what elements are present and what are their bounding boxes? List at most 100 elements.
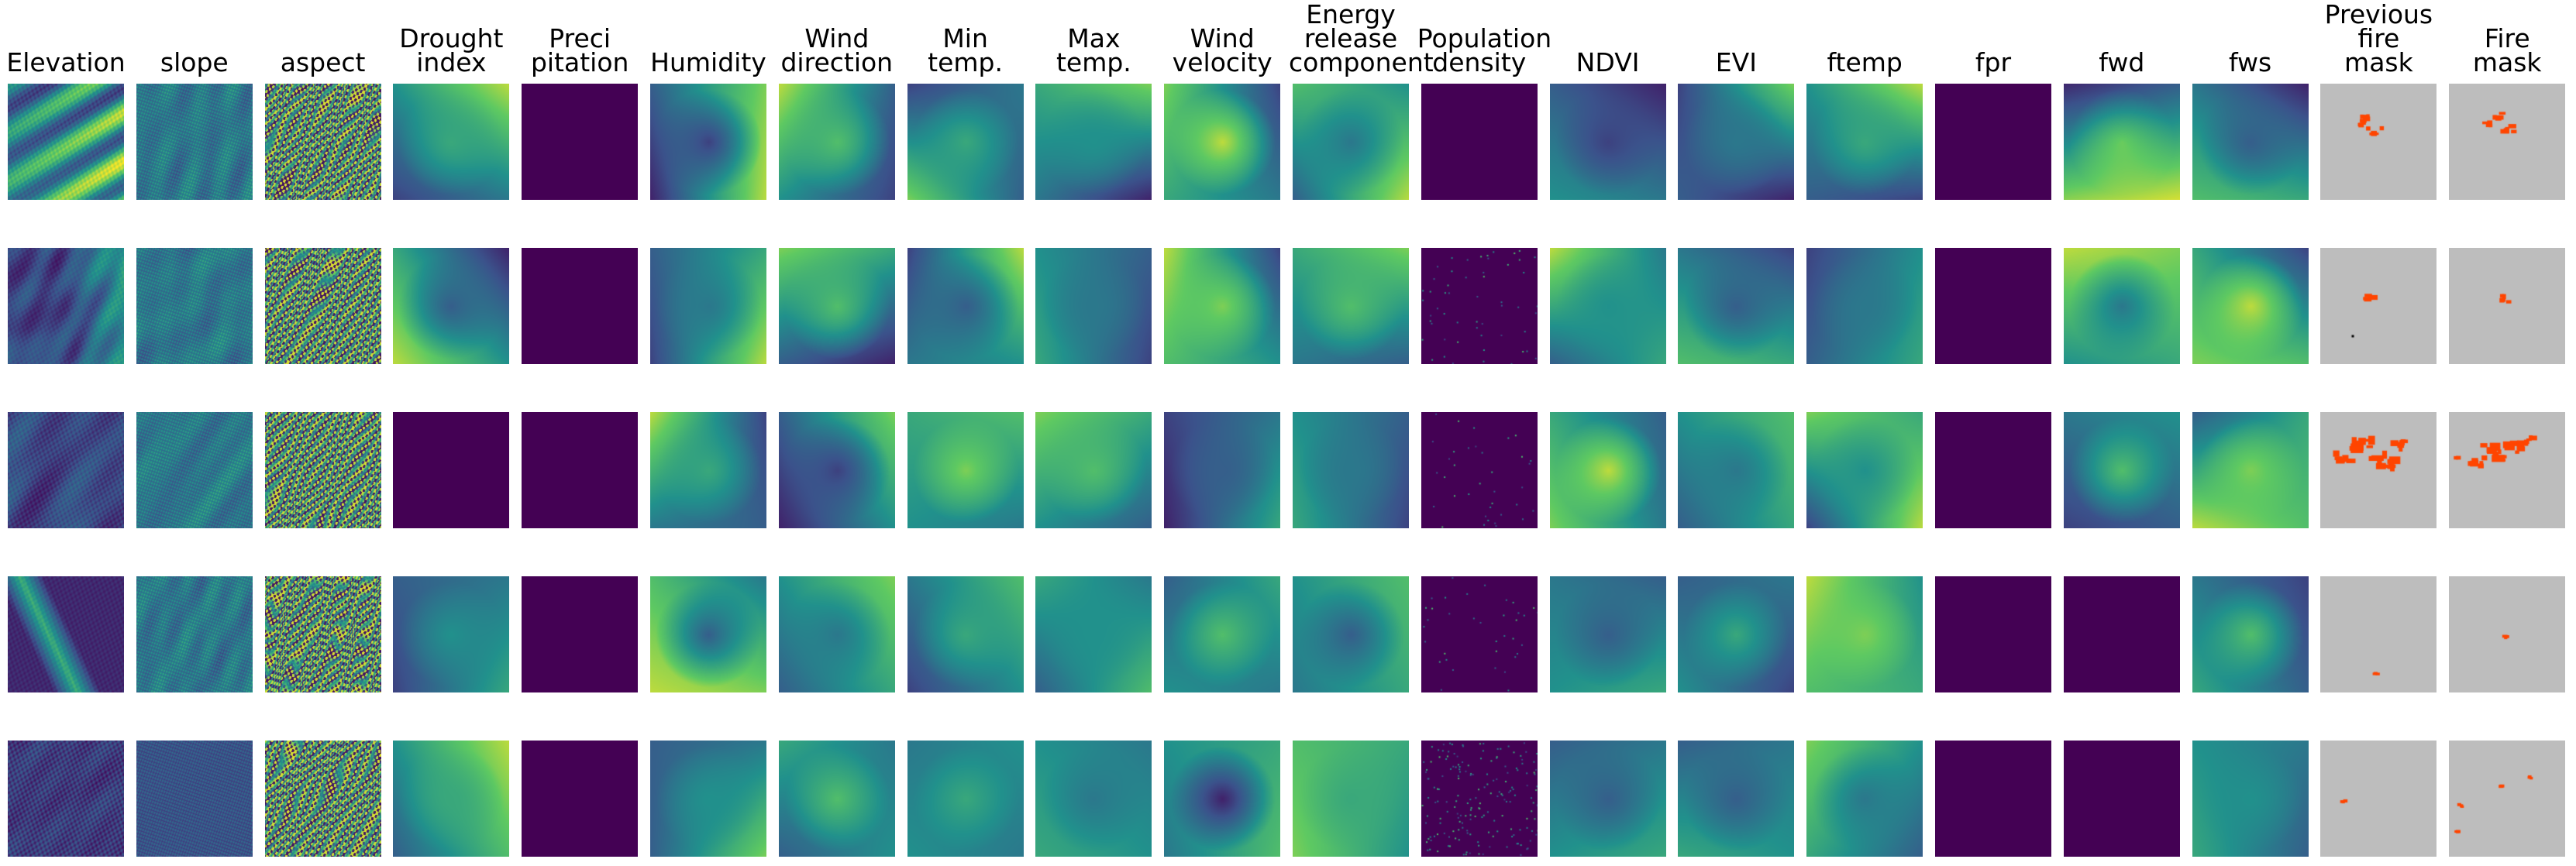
tile-popdens-row1	[1421, 84, 1538, 200]
column-title-line: Fire	[2484, 23, 2530, 53]
tile-ftemp-row1	[1806, 84, 1923, 200]
tile-slope-row1	[136, 84, 253, 200]
tile-drought-row3	[393, 412, 510, 528]
column-title-line: Drought	[399, 23, 504, 53]
tile-erc-row5	[1293, 741, 1409, 857]
column-title-line: Humidity	[650, 47, 766, 77]
column-title-line: mask	[2472, 47, 2542, 77]
column-title-line: mask	[2344, 47, 2413, 77]
tile-ndvi-row4	[1549, 576, 1666, 692]
tile-winddir-row4	[778, 576, 895, 692]
tile-precip-row1	[522, 84, 639, 200]
tile-ndvi-row3	[1549, 412, 1666, 528]
column-title-line: Min	[942, 23, 988, 53]
tile-fwd-row2	[2063, 248, 2180, 364]
tile-drought-row4	[393, 576, 510, 692]
tile-prevfire-row2	[2320, 248, 2437, 364]
tile-ftemp-row5	[1806, 741, 1923, 857]
tile-slope-row4	[136, 576, 253, 692]
column-title-elevation: Elevation	[4, 50, 128, 75]
column-title-line: NDVI	[1576, 47, 1640, 77]
column-title-precip: Preci pitation	[518, 23, 642, 75]
tile-winddir-row2	[778, 248, 895, 364]
tile-fpr-row1	[1935, 84, 2051, 200]
tile-drought-row2	[393, 248, 510, 364]
tile-precip-row4	[522, 576, 639, 692]
tile-windvel-row5	[1164, 741, 1281, 857]
column-title-winddir: Wind direction	[775, 26, 899, 77]
tile-erc-row4	[1293, 576, 1409, 692]
column-title-line: temp.	[928, 47, 1003, 77]
tile-maxtemp-row1	[1035, 84, 1152, 200]
column-title-fws: fws	[2189, 47, 2313, 77]
tile-fpr-row2	[1935, 248, 2051, 364]
column-title-line: fire	[2357, 23, 2400, 53]
tile-fwd-row5	[2063, 741, 2180, 857]
column-title-line: aspect	[280, 47, 366, 77]
tile-ftemp-row4	[1806, 576, 1923, 692]
column-title-slope: slope	[133, 47, 257, 77]
tile-ndvi-row2	[1549, 248, 1666, 364]
tile-humidity-row1	[650, 84, 766, 200]
tile-erc-row3	[1293, 412, 1409, 528]
tile-ftemp-row2	[1806, 248, 1923, 364]
column-title-ndvi: NDVI	[1546, 47, 1670, 77]
tile-precip-row5	[522, 741, 639, 857]
tile-firemask-row1	[2449, 84, 2566, 200]
tile-fwd-row4	[2063, 576, 2180, 692]
column-title-mintemp: Min temp.	[904, 23, 1028, 77]
tile-winddir-row3	[778, 412, 895, 528]
column-title-line: fws	[2228, 47, 2272, 77]
tile-drought-row1	[393, 84, 510, 200]
tile-aspect-row2	[264, 248, 381, 364]
column-title-line: direction	[780, 47, 894, 77]
column-title-fwd: fwd	[2060, 50, 2184, 75]
tile-mintemp-row1	[907, 84, 1024, 200]
tile-fwd-row3	[2063, 412, 2180, 528]
tile-mintemp-row2	[907, 248, 1024, 364]
column-title-line: EVI	[1715, 47, 1757, 77]
column-title-fpr: fpr	[1931, 50, 2055, 75]
tile-maxtemp-row4	[1035, 576, 1152, 692]
tile-erc-row2	[1293, 248, 1409, 364]
tile-slope-row2	[136, 248, 253, 364]
tile-mintemp-row5	[907, 741, 1024, 857]
tile-fws-row5	[2192, 741, 2309, 857]
column-title-ftemp: ftemp	[1803, 50, 1927, 75]
tile-evi-row5	[1678, 741, 1795, 857]
column-title-maxtemp: Max temp.	[1031, 23, 1155, 75]
column-title-humidity: Humidity	[646, 47, 770, 77]
tile-drought-row5	[393, 741, 510, 857]
column-title-popdens: Population density	[1417, 23, 1552, 75]
tile-fws-row1	[2192, 84, 2309, 200]
tile-prevfire-row3	[2320, 412, 2437, 528]
tile-ndvi-row5	[1549, 741, 1666, 857]
tile-ndvi-row1	[1549, 84, 1666, 200]
tile-elevation-row1	[8, 84, 124, 200]
tile-popdens-row4	[1421, 576, 1538, 692]
tile-firemask-row3	[2449, 412, 2566, 528]
column-title-evi: EVI	[1674, 47, 1798, 77]
column-title-windvel: Wind velocity	[1160, 26, 1284, 77]
tile-mintemp-row4	[907, 576, 1024, 692]
column-title-aspect: aspect	[261, 47, 385, 77]
tile-maxtemp-row3	[1035, 412, 1152, 528]
column-title-line: slope	[160, 47, 229, 77]
tile-slope-row5	[136, 741, 253, 857]
column-title-line: index	[416, 47, 487, 77]
tile-maxtemp-row2	[1035, 248, 1152, 364]
column-title-line: Preci	[549, 23, 611, 53]
tile-evi-row4	[1678, 576, 1795, 692]
tile-fpr-row4	[1935, 576, 2051, 692]
tile-aspect-row5	[264, 741, 381, 857]
tile-elevation-row3	[8, 412, 124, 528]
column-title-line: Population	[1417, 23, 1552, 53]
tile-fpr-row3	[1935, 412, 2051, 528]
tile-evi-row3	[1678, 412, 1795, 528]
column-title-line: velocity	[1172, 47, 1273, 77]
tile-ftemp-row3	[1806, 412, 1923, 528]
column-title-line: Max	[1067, 23, 1121, 53]
tile-winddir-row1	[778, 84, 895, 200]
column-title-line: release	[1303, 23, 1398, 53]
tile-fws-row3	[2192, 412, 2309, 528]
